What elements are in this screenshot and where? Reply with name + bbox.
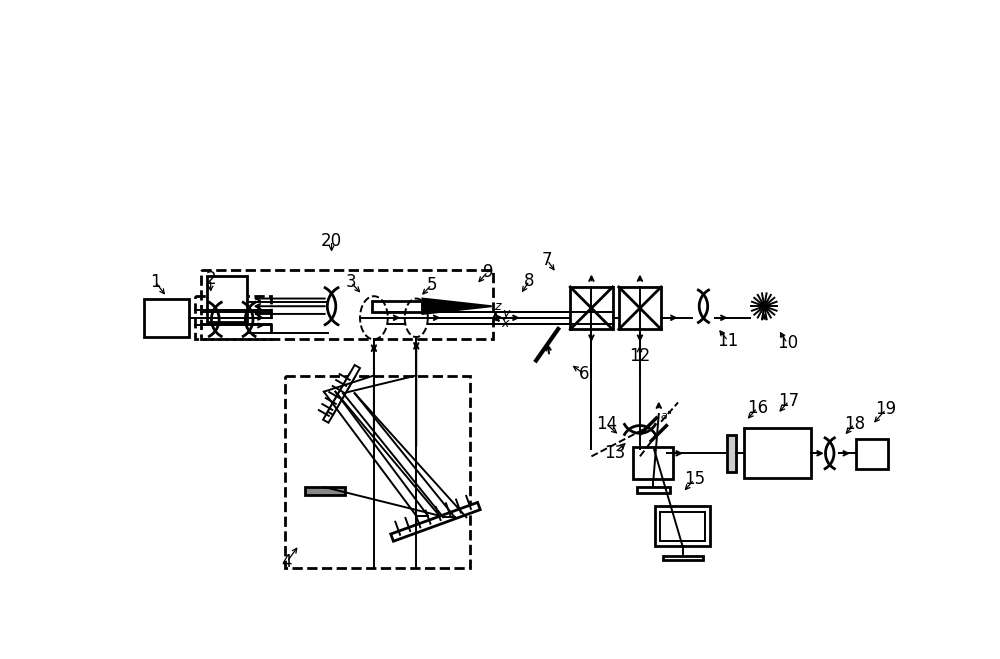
Text: 13: 13 <box>604 444 626 461</box>
Text: 2: 2 <box>205 270 216 288</box>
Text: 10: 10 <box>777 334 798 352</box>
Text: 20: 20 <box>321 232 342 250</box>
Text: 11: 11 <box>717 332 739 350</box>
Text: 18: 18 <box>844 415 865 433</box>
Text: 15: 15 <box>684 471 705 488</box>
Bar <box>633 447 673 480</box>
Bar <box>727 435 736 472</box>
Polygon shape <box>391 502 480 541</box>
Bar <box>660 512 705 541</box>
Text: 14: 14 <box>596 415 617 433</box>
Bar <box>619 287 661 330</box>
Text: 12: 12 <box>629 347 650 365</box>
Polygon shape <box>422 299 492 314</box>
Bar <box>856 439 888 469</box>
Text: a": a" <box>660 411 672 421</box>
Bar <box>655 506 710 546</box>
Text: 17: 17 <box>778 392 799 410</box>
Text: 6: 6 <box>579 365 589 383</box>
Text: 3: 3 <box>345 273 356 291</box>
Text: 7: 7 <box>542 251 552 269</box>
Text: z: z <box>494 300 500 313</box>
Polygon shape <box>328 365 360 415</box>
Bar <box>744 428 811 478</box>
Text: y: y <box>503 308 510 320</box>
Text: 9: 9 <box>483 262 493 281</box>
Text: 19: 19 <box>875 401 897 418</box>
Text: 1: 1 <box>150 273 161 291</box>
Bar <box>637 487 670 494</box>
Bar <box>372 301 422 312</box>
Text: 5: 5 <box>426 275 437 294</box>
Bar <box>570 287 613 330</box>
Text: 4: 4 <box>282 553 292 571</box>
Bar <box>144 299 189 337</box>
Bar <box>285 376 470 568</box>
Text: 8: 8 <box>524 272 535 290</box>
Bar <box>195 296 271 339</box>
Text: x: x <box>501 318 508 330</box>
Bar <box>663 556 703 560</box>
Polygon shape <box>323 373 355 422</box>
Text: 16: 16 <box>747 399 768 417</box>
Bar <box>207 276 247 322</box>
Bar <box>305 487 345 495</box>
Bar <box>201 270 493 339</box>
